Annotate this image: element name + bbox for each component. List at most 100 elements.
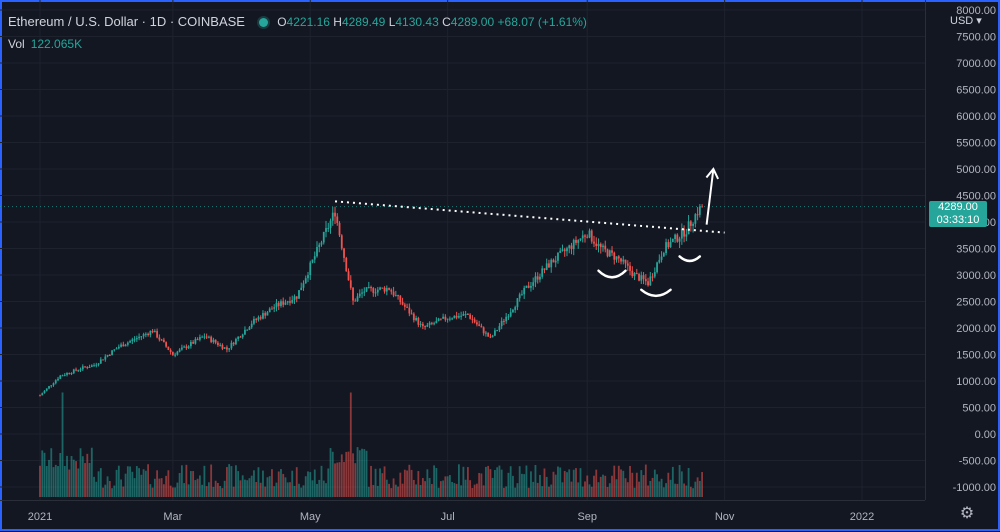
volume-bar xyxy=(478,472,481,497)
symbol-title[interactable]: Ethereum / U.S. Dollar · 1D · COINBASE xyxy=(8,14,245,29)
volume-bar xyxy=(698,480,701,497)
volume-bar xyxy=(194,480,197,497)
volume-bar xyxy=(408,464,411,497)
volume-bar xyxy=(498,465,501,497)
close-value: 4289.00 xyxy=(450,15,495,29)
volume-bar xyxy=(138,468,140,497)
volume-bar xyxy=(689,486,692,497)
volume-bar xyxy=(329,448,332,497)
price-tick-label: 5000.00 xyxy=(956,164,996,176)
candle-body xyxy=(489,336,492,338)
chart-area[interactable] xyxy=(0,0,925,500)
volume-bar xyxy=(376,485,379,497)
currency-badge[interactable]: USD ▾ xyxy=(950,14,982,27)
volume-bar xyxy=(336,462,339,497)
volume-bar xyxy=(622,470,625,497)
candle-body xyxy=(226,347,228,350)
time-axis[interactable]: 2021 Mar May Jul Sep Nov 2022 xyxy=(0,500,925,531)
volume-bar xyxy=(45,466,48,497)
candle-body xyxy=(95,364,98,366)
candle-body xyxy=(79,369,82,371)
candle-body xyxy=(320,242,323,245)
candle-body xyxy=(473,319,476,323)
candle-body xyxy=(651,276,654,278)
volume-bar xyxy=(665,483,667,497)
candle-body xyxy=(593,241,595,244)
volume-bar xyxy=(39,465,41,497)
candle-body xyxy=(379,287,381,290)
volume-bar xyxy=(183,483,186,497)
volume-bar xyxy=(307,471,309,497)
volume-bar xyxy=(313,469,316,497)
candle-body xyxy=(99,359,102,364)
volume-bar xyxy=(372,484,375,497)
volume-label[interactable]: Vol xyxy=(8,37,25,51)
volume-bar xyxy=(606,486,609,497)
candle-body xyxy=(153,330,156,333)
candle-body xyxy=(523,287,526,295)
volume-bar xyxy=(156,470,159,497)
volume-bar xyxy=(401,483,404,497)
volume-bar xyxy=(613,465,616,497)
volume-bar xyxy=(516,483,519,497)
candle-body xyxy=(203,336,206,338)
candle-body xyxy=(97,363,100,365)
settings-gear-icon[interactable]: ⚙ xyxy=(959,505,975,522)
volume-bar xyxy=(534,465,537,497)
candle-body xyxy=(534,276,537,283)
volume-bar xyxy=(559,467,562,497)
volume-bar xyxy=(257,467,260,497)
candle-body xyxy=(363,291,366,293)
volume-bar xyxy=(379,468,381,497)
candle-body xyxy=(680,228,683,239)
candle-body xyxy=(223,347,226,349)
volume-bar xyxy=(93,476,95,497)
candle-body xyxy=(448,318,451,320)
volume-bar xyxy=(115,469,118,497)
volume-bar xyxy=(325,483,327,497)
candle-body xyxy=(338,222,341,236)
volume-bar xyxy=(162,484,165,497)
candle-body xyxy=(516,298,519,308)
candle-body xyxy=(532,282,535,286)
volume-bar xyxy=(212,486,215,497)
price-axis[interactable]: 8000.00 7500.00 7000.00 6500.00 6000.00 5500.… xyxy=(925,0,1000,500)
volume-bar xyxy=(660,478,663,497)
price-tick-label: 7000.00 xyxy=(956,58,996,70)
volume-bar xyxy=(244,479,246,497)
volume-bar xyxy=(322,480,325,497)
volume-bar xyxy=(446,476,449,497)
volume-bar xyxy=(545,476,548,497)
volume-bar xyxy=(363,449,366,497)
volume-bar xyxy=(521,473,523,497)
candle-body xyxy=(122,344,125,347)
candle-body xyxy=(81,366,84,370)
volume-bar xyxy=(390,488,393,497)
volume-bar xyxy=(644,464,647,497)
volume-bar xyxy=(41,450,44,497)
candle-body xyxy=(250,323,253,328)
price-chart[interactable] xyxy=(0,0,925,500)
price-tick-label: -1000.00 xyxy=(953,482,996,494)
volume-bar xyxy=(196,478,199,497)
candle-body xyxy=(487,332,490,337)
volume-bar xyxy=(428,477,431,497)
volume-bar xyxy=(131,471,134,497)
volume-bar xyxy=(97,471,100,497)
volume-bar xyxy=(640,470,643,497)
candle-body xyxy=(397,295,399,297)
candle-body xyxy=(439,318,442,320)
volume-bar xyxy=(590,486,593,497)
volume-bar xyxy=(629,465,631,497)
time-tick-label: Sep xyxy=(577,511,597,523)
open-label: O xyxy=(277,15,287,29)
volume-bar xyxy=(561,482,564,497)
volume-bar xyxy=(50,448,53,497)
candle-body xyxy=(548,263,550,268)
volume-bar xyxy=(153,478,156,497)
volume-bar xyxy=(167,470,170,497)
candle-body xyxy=(70,373,73,375)
volume-bar xyxy=(345,451,348,497)
volume-bar xyxy=(615,479,618,497)
last-price-marker: 4289.00 03:33:10 xyxy=(929,201,987,227)
